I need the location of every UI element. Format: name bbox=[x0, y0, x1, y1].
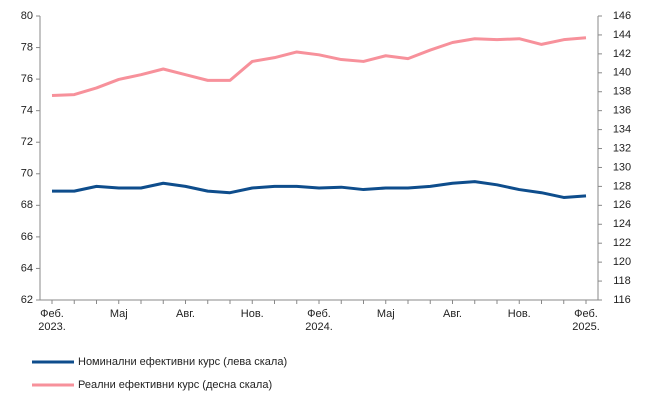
y2-tick-label: 144 bbox=[613, 29, 631, 41]
y-tick-label: 68 bbox=[21, 199, 33, 211]
x-tick-label: Мај bbox=[377, 308, 395, 320]
y-tick-label: 76 bbox=[21, 73, 33, 85]
y-tick-label: 74 bbox=[21, 105, 33, 117]
y2-tick-label: 140 bbox=[613, 67, 631, 79]
y-tick-label: 66 bbox=[21, 231, 33, 243]
x-tick-label: Феб. 2025. bbox=[572, 308, 600, 333]
y-tick-label: 80 bbox=[21, 10, 33, 22]
y2-tick-label: 124 bbox=[613, 218, 631, 230]
y2-tick-label: 136 bbox=[613, 105, 631, 117]
y2-tick-label: 126 bbox=[613, 199, 631, 211]
y2-tick-label: 132 bbox=[613, 142, 631, 154]
y2-tick-label: 146 bbox=[613, 10, 631, 22]
x-tick-label: Феб. 2024. bbox=[305, 308, 333, 333]
legend-label: Реални ефективни курс (десна скала) bbox=[78, 379, 272, 391]
y-tick-label: 70 bbox=[21, 168, 33, 180]
y2-tick-label: 122 bbox=[613, 237, 631, 249]
y2-tick-label: 138 bbox=[613, 86, 631, 98]
x-tick-label: Феб. 2023. bbox=[38, 308, 66, 333]
y2-tick-label: 118 bbox=[613, 275, 631, 287]
y2-tick-label: 116 bbox=[613, 294, 631, 306]
y2-tick-label: 130 bbox=[613, 161, 631, 173]
legend-label: Номинални ефективни курс (лева скала) bbox=[78, 356, 287, 368]
y2-tick-label: 128 bbox=[613, 180, 631, 192]
x-tick-label: Нов. bbox=[241, 308, 264, 320]
y-tick-label: 72 bbox=[21, 136, 33, 148]
y2-tick-label: 120 bbox=[613, 256, 631, 268]
x-tick-label: Авг. bbox=[176, 308, 195, 320]
y2-tick-label: 142 bbox=[613, 48, 631, 60]
y-tick-label: 64 bbox=[21, 262, 33, 274]
x-tick-label: Нов. bbox=[508, 308, 531, 320]
y2-tick-label: 134 bbox=[613, 124, 631, 136]
y-tick-label: 78 bbox=[21, 41, 33, 53]
line-series bbox=[52, 180, 587, 199]
y-tick-label: 62 bbox=[21, 294, 33, 306]
x-tick-label: Мај bbox=[110, 308, 128, 320]
line-series bbox=[51, 36, 587, 98]
x-tick-label: Авг. bbox=[443, 308, 462, 320]
